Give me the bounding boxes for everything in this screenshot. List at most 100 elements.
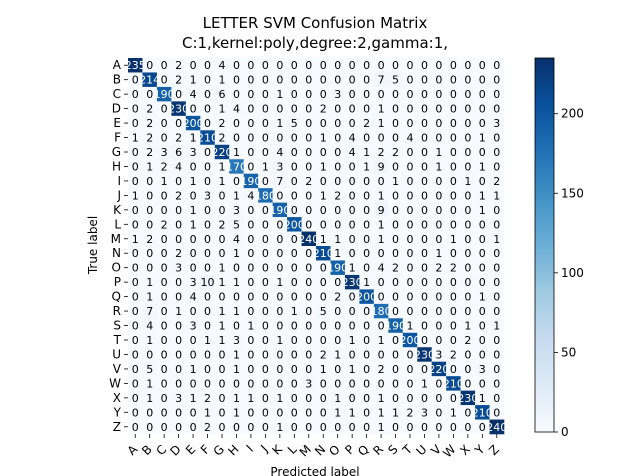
heatmap-cell xyxy=(446,101,461,117)
cell-value-label: 0 xyxy=(219,189,226,202)
heatmap-cell xyxy=(402,419,418,435)
cell-value-label: 0 xyxy=(262,204,269,217)
cell-value-label: 0 xyxy=(132,276,139,289)
heatmap-cell xyxy=(272,202,288,218)
cell-value-label: 0 xyxy=(305,132,312,145)
cell-value-label: 0 xyxy=(435,406,442,419)
cell-value-label: 0 xyxy=(161,421,168,434)
cell-value-label: 0 xyxy=(407,74,414,87)
heatmap-cell xyxy=(214,130,230,146)
heatmap-cell xyxy=(402,231,418,247)
heatmap-cell xyxy=(402,347,418,362)
x-tick-label: S xyxy=(385,442,400,457)
cell-value-label: 0 xyxy=(132,218,139,231)
heatmap-cell xyxy=(272,390,288,406)
cell-value-label: 0 xyxy=(262,88,269,101)
heatmap-cell xyxy=(185,173,201,189)
heatmap-cell xyxy=(460,246,476,261)
heatmap-cell xyxy=(243,390,259,406)
heatmap-cell xyxy=(258,347,273,362)
heatmap-cell xyxy=(156,101,172,117)
cell-value-label: 0 xyxy=(464,262,471,275)
heatmap-cell xyxy=(344,202,360,218)
heatmap-cell xyxy=(258,188,273,203)
cell-value-label: 0 xyxy=(450,276,457,289)
cell-value-label: 0 xyxy=(493,218,500,231)
x-tick-label: T xyxy=(399,442,415,458)
cell-value-label: 0 xyxy=(161,247,168,260)
heatmap-cell xyxy=(359,361,375,377)
cell-value-label: 1 xyxy=(146,392,153,405)
cell-value-label: 210 xyxy=(313,247,334,260)
heatmap-cell xyxy=(388,159,404,174)
heatmap-cell xyxy=(272,405,288,420)
cell-value-label: 0 xyxy=(175,276,182,289)
cell-value-label: 3 xyxy=(175,262,182,275)
heatmap-cell xyxy=(388,289,404,305)
heatmap-cell xyxy=(475,347,490,362)
cell-value-label: 0 xyxy=(233,74,240,87)
heatmap-cell xyxy=(344,390,360,406)
cell-value-label: 0 xyxy=(204,377,211,390)
heatmap-cell xyxy=(128,376,143,391)
cell-value-label: 1 xyxy=(146,377,153,390)
heatmap-cell xyxy=(359,115,375,131)
cell-value-label: 0 xyxy=(204,117,211,130)
cell-value-label: 0 xyxy=(247,132,254,145)
cell-value-label: 0 xyxy=(450,363,457,376)
cell-value-label: 0 xyxy=(334,103,341,116)
heatmap-cell xyxy=(330,101,346,117)
cell-value-label: 1 xyxy=(190,363,197,376)
cell-value-label: 0 xyxy=(190,262,197,275)
heatmap-cell xyxy=(417,188,432,203)
cell-value-label: 0 xyxy=(450,59,457,72)
heatmap-cell xyxy=(475,130,490,146)
heatmap-cell xyxy=(344,289,360,305)
cell-value-label: 0 xyxy=(421,233,428,246)
cell-value-label: 0 xyxy=(247,160,254,173)
cell-value-label: 0 xyxy=(291,247,298,260)
cell-value-label: 0 xyxy=(363,334,370,347)
cell-value-label: 0 xyxy=(132,305,139,318)
heatmap-cell xyxy=(489,58,505,73)
heatmap-cell xyxy=(446,361,461,377)
heatmap-cell xyxy=(402,202,418,218)
cell-value-label: 0 xyxy=(421,320,428,333)
heatmap-cell xyxy=(344,274,360,290)
cell-value-label: 0 xyxy=(161,74,168,87)
cell-value-label: 0 xyxy=(392,204,399,217)
heatmap-cell xyxy=(128,419,143,435)
cell-value-label: 5 xyxy=(291,117,298,130)
x-tick-label: J xyxy=(257,442,270,455)
heatmap-cell xyxy=(417,405,432,420)
cell-value-label: 0 xyxy=(305,392,312,405)
cell-value-label: 0 xyxy=(479,103,486,116)
cell-value-label: 0 xyxy=(464,59,471,72)
cell-value-label: 0 xyxy=(450,132,457,145)
cell-value-label: 2 xyxy=(219,132,226,145)
cell-value-label: 2 xyxy=(320,348,327,361)
heatmap-cell xyxy=(417,101,432,117)
cell-value-label: 1 xyxy=(464,320,471,333)
heatmap-cell xyxy=(214,159,230,174)
heatmap-cell xyxy=(258,101,273,117)
cell-value-label: 0 xyxy=(291,334,298,347)
heatmap-cell xyxy=(156,419,172,435)
heatmap-cell xyxy=(359,217,375,232)
heatmap-cell xyxy=(214,289,230,305)
cell-value-label: 1 xyxy=(334,233,341,246)
heatmap-cell xyxy=(185,390,201,406)
cell-value-label: 0 xyxy=(493,59,500,72)
heatmap-cell xyxy=(142,405,158,420)
heatmap-cell xyxy=(446,202,461,218)
cell-value-label: 0 xyxy=(349,305,356,318)
heatmap-cell xyxy=(229,173,244,189)
heatmap-cell xyxy=(489,318,505,334)
cell-value-label: 0 xyxy=(291,262,298,275)
heatmap-cell xyxy=(475,405,490,420)
cell-value-label: 0 xyxy=(363,363,370,376)
cell-value-label: 1 xyxy=(320,160,327,173)
heatmap-cell xyxy=(489,303,505,319)
heatmap-cell xyxy=(214,347,230,362)
cell-value-label: 0 xyxy=(204,160,211,173)
